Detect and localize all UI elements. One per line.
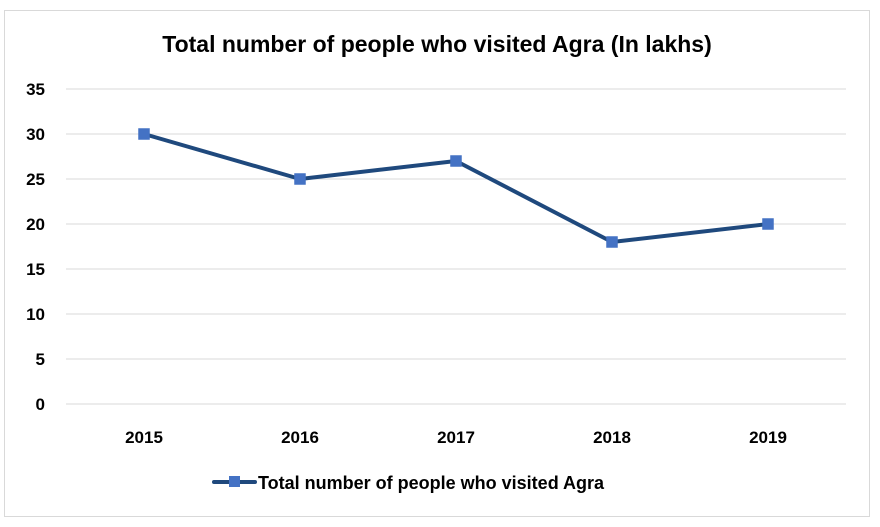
- data-point-marker: [138, 128, 150, 140]
- data-point-marker: [606, 236, 618, 248]
- chart-title: Total number of people who visited Agra …: [162, 31, 712, 57]
- x-tick-label: 2015: [125, 428, 163, 447]
- y-tick-label: 5: [36, 350, 45, 369]
- x-tick-label: 2017: [437, 428, 475, 447]
- gridlines: [66, 88, 846, 405]
- y-axis-tick-labels: 0 5 10 15 20 25 30 35: [26, 80, 45, 414]
- data-point-marker: [450, 155, 462, 167]
- legend-marker-swatch: [229, 476, 240, 487]
- y-tick-label: 20: [26, 215, 45, 234]
- x-tick-label: 2019: [749, 428, 787, 447]
- y-tick-label: 25: [26, 170, 45, 189]
- y-tick-label: 10: [26, 305, 45, 324]
- y-tick-label: 0: [36, 395, 45, 414]
- legend-label: Total number of people who visited Agra: [258, 473, 605, 493]
- x-tick-label: 2018: [593, 428, 631, 447]
- x-axis-tick-labels: 2015 2016 2017 2018 2019: [125, 428, 787, 447]
- chart-frame: [4, 10, 870, 517]
- data-point-marker: [762, 218, 774, 230]
- x-tick-label: 2016: [281, 428, 319, 447]
- legend: Total number of people who visited Agra: [212, 473, 605, 493]
- series-line: [142, 132, 770, 244]
- y-tick-label: 35: [26, 80, 45, 99]
- y-tick-label: 30: [26, 125, 45, 144]
- series-layer: [138, 128, 774, 248]
- data-point-marker: [294, 173, 306, 185]
- y-tick-label: 15: [26, 260, 45, 279]
